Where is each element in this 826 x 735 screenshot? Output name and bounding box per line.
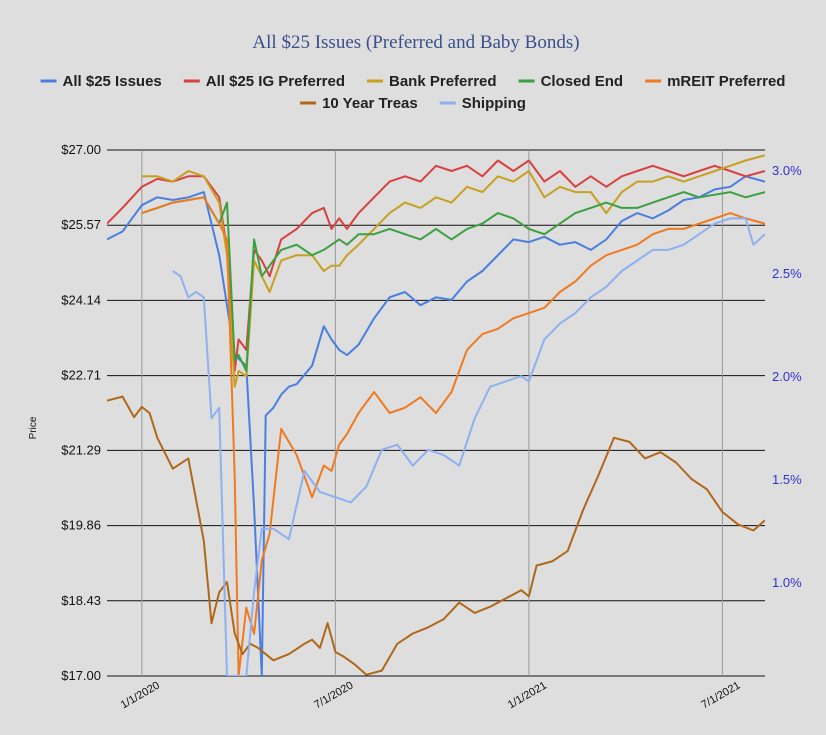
series-line [172, 217, 765, 676]
y2-tick-label: 2.0% [772, 369, 802, 384]
legend-label: All $25 IG Preferred [206, 73, 345, 90]
chart-title: All $25 Issues (Preferred and Baby Bonds… [252, 32, 579, 53]
y-tick-label: $25.57 [61, 217, 101, 232]
y-tick-label: $18.43 [61, 593, 101, 608]
y-axis-title: Price [28, 416, 39, 439]
y-tick-label: $21.29 [61, 442, 101, 457]
series-line [141, 154, 765, 388]
y2-tick-label: 2.5% [772, 266, 802, 281]
series-line [107, 395, 765, 676]
y2-tick-label: 1.5% [772, 472, 802, 487]
y-axis-right: 3.0% 2.5% 2.0% 1.5% 1.0% [772, 163, 802, 590]
legend: All $25 Issues All $25 IG Preferred Bank P… [40, 73, 785, 112]
legend-label: Bank Preferred [389, 73, 497, 90]
gridlines [107, 149, 765, 677]
y-tick-label: $24.14 [61, 292, 101, 307]
legend-label: All $25 Issues [63, 73, 162, 90]
series-line [141, 191, 765, 372]
series-line [141, 196, 765, 676]
series-lines [107, 154, 765, 676]
y-tick-label: $27.00 [61, 142, 101, 157]
y2-tick-label: 1.0% [772, 575, 802, 590]
legend-label: Closed End [541, 73, 624, 90]
y-tick-label: $17.00 [61, 668, 101, 683]
legend-label: 10 Year Treas [322, 95, 418, 112]
y-tick-label: $22.71 [61, 368, 101, 383]
y-tick-label: $19.86 [61, 518, 101, 533]
y-axis-left: $27.00 $25.57 $24.14 $22.71 $21.29 $19.86 $18.… [61, 142, 101, 683]
legend-label: mREIT Preferred [667, 73, 785, 90]
legend-label: Shipping [462, 95, 526, 112]
y2-tick-label: 3.0% [772, 163, 802, 178]
